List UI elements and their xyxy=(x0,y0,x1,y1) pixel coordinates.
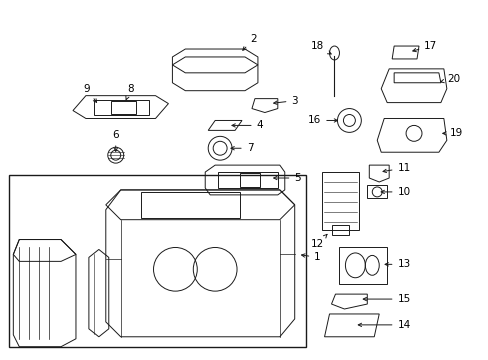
Text: 5: 5 xyxy=(273,173,301,183)
Text: 12: 12 xyxy=(310,234,326,249)
Text: 14: 14 xyxy=(358,320,410,330)
Text: 3: 3 xyxy=(273,96,297,105)
Text: 8: 8 xyxy=(125,84,134,100)
Text: 1: 1 xyxy=(301,252,320,262)
Text: 17: 17 xyxy=(412,41,437,52)
Text: 6: 6 xyxy=(112,130,119,151)
Text: 15: 15 xyxy=(363,294,410,304)
Text: 10: 10 xyxy=(380,187,410,197)
Text: 4: 4 xyxy=(231,121,263,130)
Text: 20: 20 xyxy=(440,74,459,84)
Text: 2: 2 xyxy=(242,34,257,50)
Text: 7: 7 xyxy=(230,143,253,153)
Text: 13: 13 xyxy=(384,259,410,269)
Text: 19: 19 xyxy=(442,129,463,138)
Text: 16: 16 xyxy=(307,116,337,126)
Text: 18: 18 xyxy=(310,41,330,54)
Text: 11: 11 xyxy=(382,163,410,173)
Text: 9: 9 xyxy=(83,84,97,103)
Bar xyxy=(9,175,305,347)
